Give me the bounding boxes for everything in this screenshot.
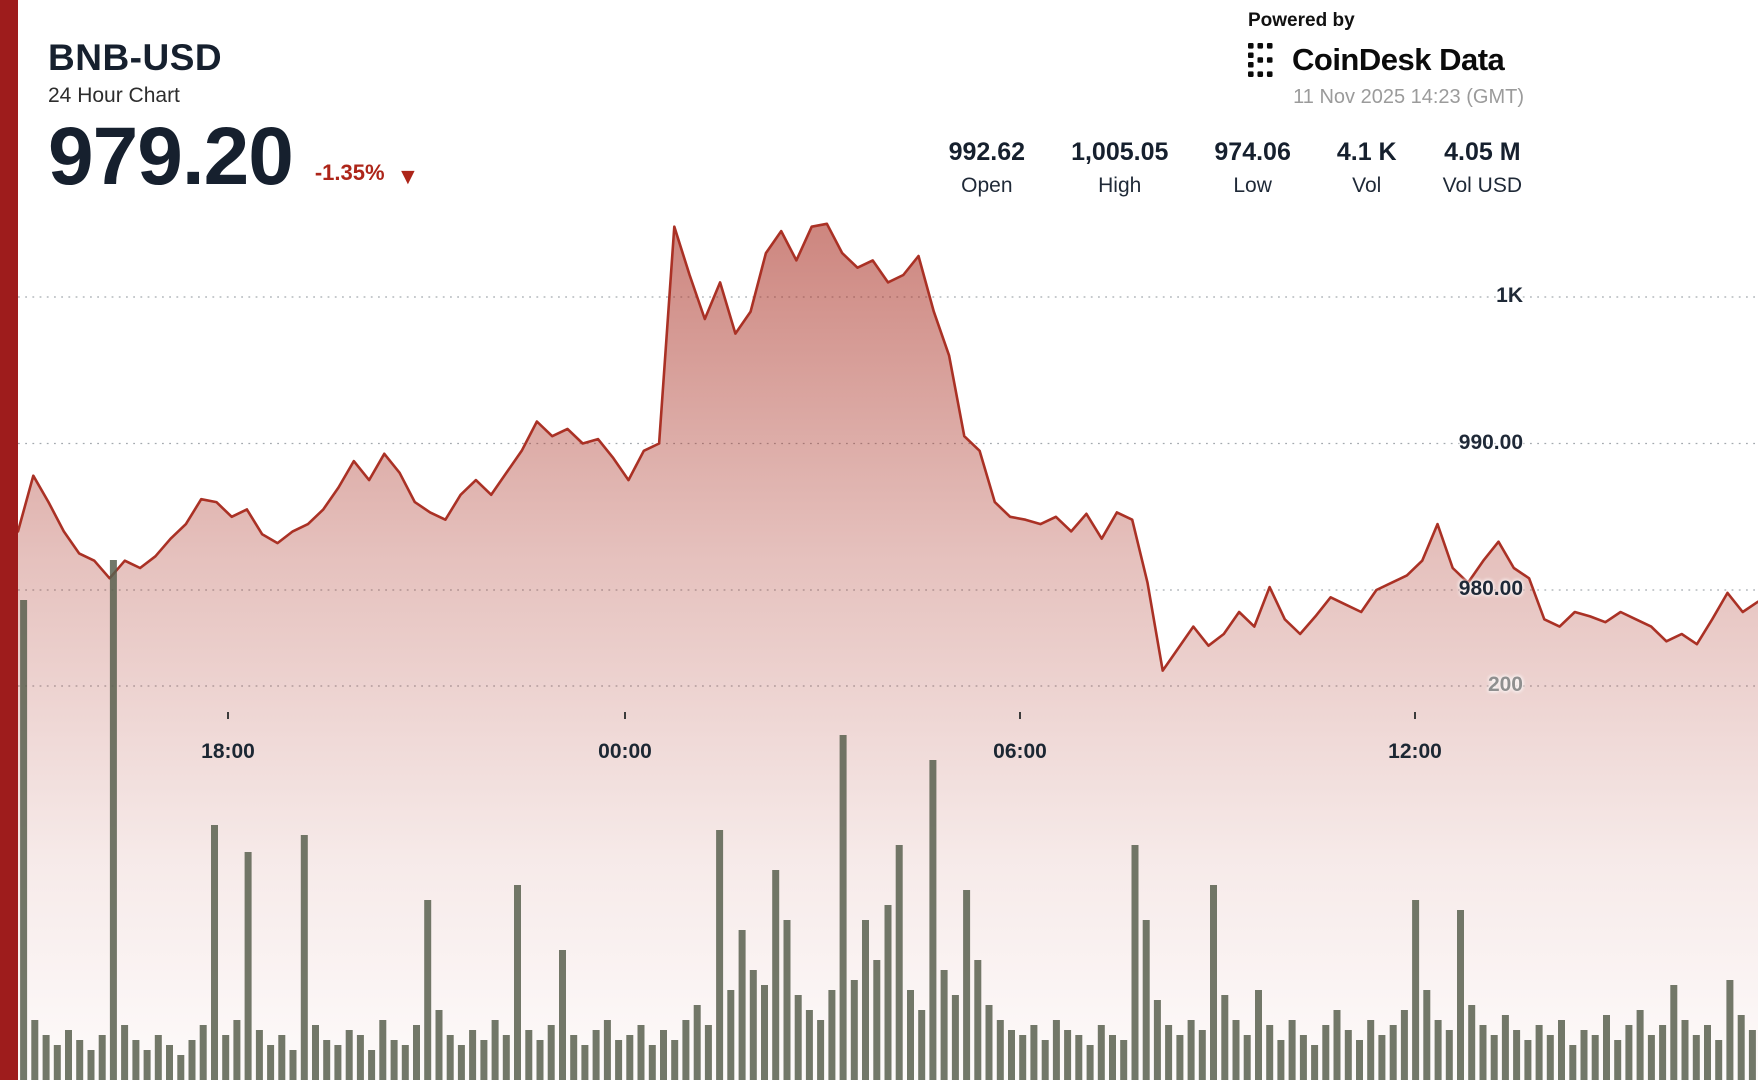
time-axis-label: 12:00 (1388, 740, 1442, 763)
stat-high-label: High (1098, 174, 1142, 197)
stat-low-label: Low (1233, 174, 1272, 197)
price-axis-label: 980.00 (1458, 577, 1523, 600)
volume-bars (20, 560, 1756, 1080)
time-axis-label: 06:00 (993, 740, 1047, 763)
price-axis-label: 1K (1496, 284, 1523, 307)
powered-by-label: Powered by (1248, 10, 1355, 31)
price-row: 979.20 -1.35% ▼ (48, 110, 420, 202)
price-axis-label: 990.00 (1458, 430, 1523, 454)
stat-low-value: 974.06 (1214, 138, 1291, 166)
accent-bar (0, 0, 18, 1080)
stat-vol-usd-label: Vol USD (1442, 174, 1522, 197)
price-area-fill (18, 223, 1758, 1080)
stat-vol-label: Vol (1352, 174, 1382, 197)
stat-high: 1,005.05 High (1071, 138, 1168, 198)
chart-subtitle: 24 Hour Chart (48, 83, 180, 107)
down-triangle-icon: ▼ (396, 162, 420, 189)
volume-axis-label: 200 (1487, 673, 1523, 696)
price-line (16, 222, 1758, 672)
ohlc-stats-row: 992.62 Open 1,005.05 High 974.06 Low 4.1… (949, 138, 1522, 198)
coindesk-logo-icon (1248, 43, 1273, 77)
stat-open-label: Open (961, 174, 1013, 197)
x-axis-labels: 18:00 00:00 06:00 12:00 (0, 740, 1758, 770)
time-axis-label: 00:00 (598, 740, 652, 763)
stat-vol: 4.1 K Vol (1337, 138, 1397, 198)
time-axis-label: 18:00 (201, 740, 255, 763)
stat-vol-usd: 4.05 M Vol USD (1443, 138, 1522, 198)
change-percent: -1.35% (314, 159, 385, 185)
branding-block: Powered by CoinDesk Data 11 Nov 2025 1 (1248, 10, 1524, 109)
coindesk-logo: CoinDesk Data (1248, 42, 1524, 78)
stat-vol-usd-value: 4.05 M (1444, 138, 1521, 166)
chart-header: BNB-USD 24 Hour Chart 979.20 -1.35% ▼ (48, 37, 420, 202)
stat-open-value: 992.62 (948, 138, 1026, 166)
current-price: 979.20 (48, 110, 294, 202)
stat-high-value: 1,005.05 (1071, 138, 1169, 166)
x-axis-ticks (227, 712, 1416, 719)
stat-low: 974.06 Low (1214, 138, 1290, 198)
coindesk-logo-text: CoinDesk Data (1292, 42, 1505, 77)
symbol-title: BNB-USD (48, 37, 223, 78)
timestamp: 11 Nov 2025 14:23 (GMT) (1293, 86, 1524, 108)
stat-open: 992.62 Open (949, 138, 1025, 198)
stat-vol-value: 4.1 K (1336, 138, 1397, 166)
